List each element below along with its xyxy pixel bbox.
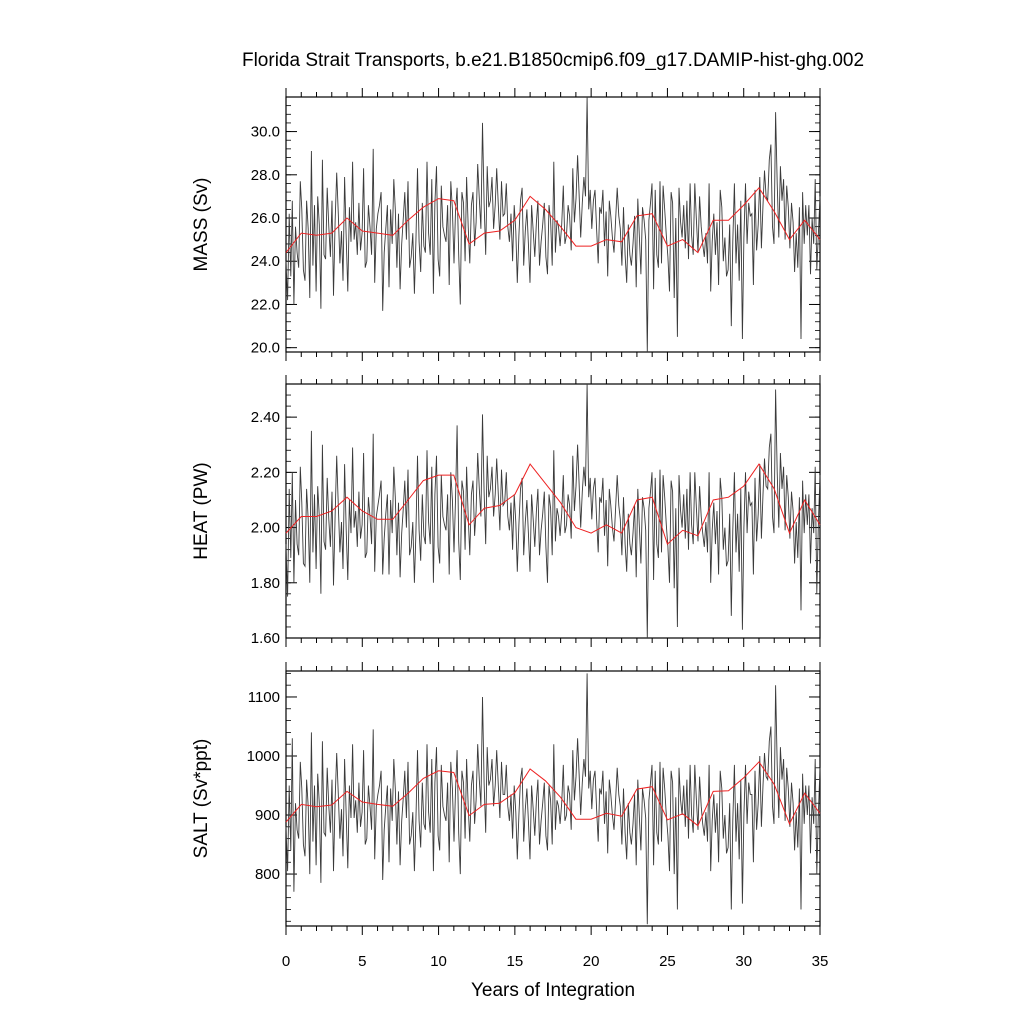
y-tick-label-heat: 1.80: [251, 575, 280, 592]
y-tick-label-salt: 1100: [248, 689, 280, 706]
panel-salt: 800 900 1000 1100 SALT (Sv*ppt): [191, 662, 821, 935]
x-tick-label: 25: [659, 953, 676, 970]
x-tick-label: 5: [358, 953, 366, 970]
y-tick-label-heat: 1.60: [251, 630, 280, 647]
x-tick-label: 20: [583, 953, 600, 970]
minor-ticks-salt: [286, 672, 820, 922]
series-mean-salt: [285, 761, 821, 827]
plot-frame-heat: [285, 383, 821, 639]
y-axis-label-mass: MASS (Sv): [191, 178, 212, 272]
series-annual-heat: [285, 383, 821, 639]
series-mean-mass: [285, 186, 821, 254]
y-tick-label-salt: 800: [255, 866, 280, 883]
y-axis-label-heat: HEAT (PW): [191, 462, 212, 559]
x-ticks-mass: [285, 88, 821, 361]
chart-title: Florida Strait Transports, b.e21.B1850cm…: [242, 50, 864, 71]
series-annual-salt: [285, 673, 821, 925]
y-tick-label-heat: 2.00: [251, 520, 280, 537]
plot-frame-salt: [285, 670, 821, 927]
y-tick-label-mass: 20.0: [251, 340, 280, 357]
y-axis-salt: 800 900 1000 1100: [247, 689, 820, 883]
y-tick-label-mass: 28.0: [251, 167, 280, 184]
y-axis-heat: 1.60 1.80 2.00 2.20 2.40: [251, 409, 820, 647]
x-tick-label: 15: [507, 953, 524, 970]
y-tick-label-heat: 2.20: [251, 464, 280, 481]
x-axis: 0 5 10 15 20 25 30 35: [282, 953, 829, 970]
y-tick-label-salt: 1000: [247, 748, 280, 765]
x-tick-label: 10: [430, 953, 447, 970]
y-tick-label-heat: 2.40: [251, 409, 280, 426]
x-ticks-heat: [285, 375, 821, 647]
y-axis-label-salt: SALT (Sv*ppt): [191, 739, 212, 859]
series-mean-heat: [285, 463, 821, 545]
panel-heat: 1.60 1.80 2.00 2.20 2.40 HEAT (PW): [191, 375, 821, 647]
x-tick-label: 0: [282, 953, 290, 970]
y-tick-label-mass: 26.0: [251, 210, 280, 227]
x-tick-label: 30: [735, 953, 752, 970]
x-tick-label: 35: [812, 953, 829, 970]
plot-frame-mass: [285, 96, 821, 353]
panel-mass: 20.0 22.0 24.0 26.0 28.0 30.0 MASS (Sv): [191, 88, 821, 361]
y-tick-label-salt: 900: [255, 807, 280, 824]
x-axis-label: Years of Integration: [471, 980, 635, 1001]
x-ticks-salt: [285, 662, 821, 935]
y-tick-label-mass: 22.0: [251, 296, 280, 313]
y-tick-label-mass: 24.0: [251, 253, 280, 270]
series-annual-mass: [285, 96, 821, 353]
y-tick-label-mass: 30.0: [251, 124, 280, 141]
